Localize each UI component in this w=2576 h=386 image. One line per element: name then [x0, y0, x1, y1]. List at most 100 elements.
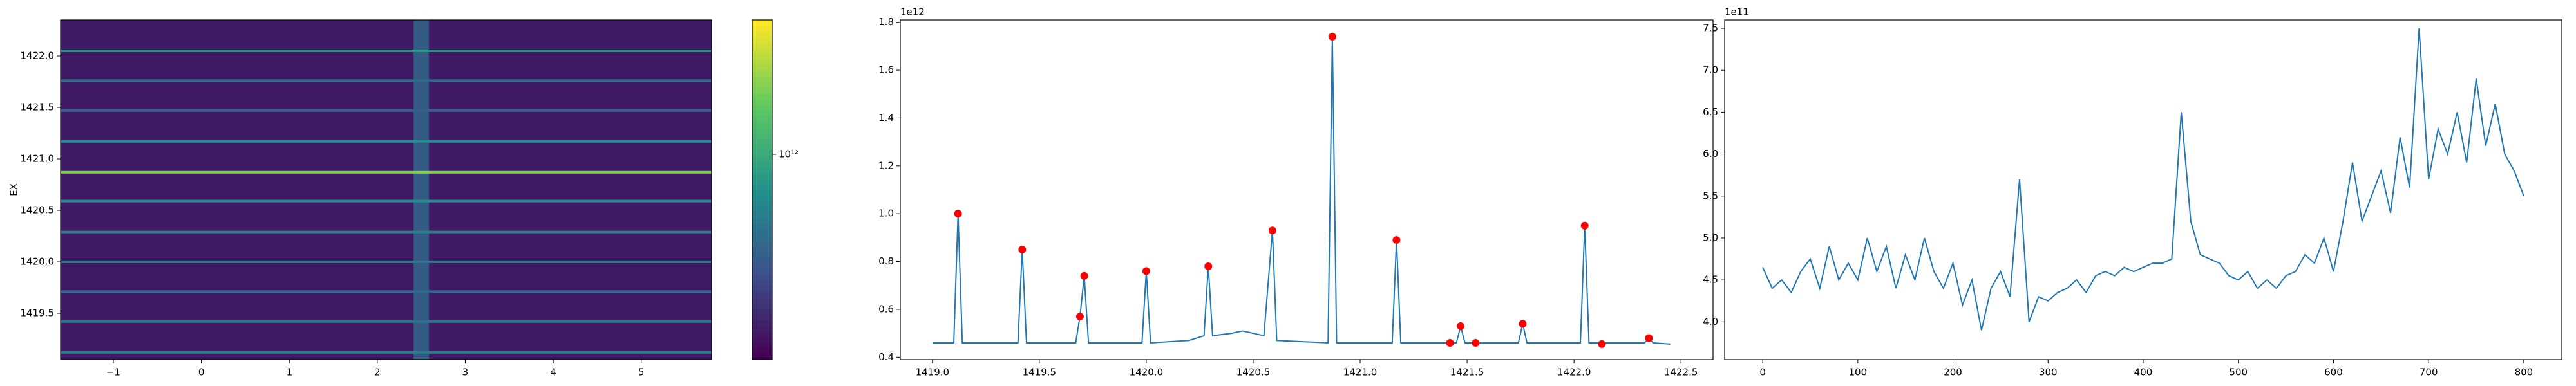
y-tick-label: 1422.0 — [21, 50, 55, 62]
peak-marker — [1142, 267, 1150, 275]
colorbar-segment — [752, 246, 772, 253]
x-tick-label: 0 — [1759, 367, 1766, 378]
colorbar-segment — [752, 82, 772, 89]
colorbar-segment — [752, 42, 772, 49]
y-tick-label: 0.6 — [878, 303, 894, 315]
colorbar-segment — [752, 156, 772, 162]
colorbar-segment — [752, 93, 772, 100]
colorbar-segment — [752, 99, 772, 106]
colorbar-segment — [752, 348, 772, 354]
peak-marker — [1204, 262, 1213, 270]
colorbar-segment — [752, 263, 772, 270]
heatmap-row — [61, 261, 712, 263]
colorbar-segment — [752, 37, 772, 43]
colorbar-segment — [752, 201, 772, 207]
colorbar-segment — [752, 105, 772, 111]
colorbar-segment — [752, 354, 772, 360]
colorbar-segment — [752, 218, 772, 225]
colorbar-segment — [752, 314, 772, 320]
colorbar-segment — [752, 20, 772, 26]
colorbar-segment — [752, 116, 772, 122]
colorbar-segment — [752, 110, 772, 117]
colorbar-segment — [752, 184, 772, 190]
colorbar-segment — [752, 59, 772, 66]
x-tick-label: 2 — [374, 367, 381, 378]
peak-marker — [1328, 33, 1336, 41]
offset-label: 1e12 — [900, 6, 925, 18]
x-tick-label: 0 — [198, 367, 205, 378]
colorbar-segment — [752, 127, 772, 134]
y-tick-label: 5.0 — [1703, 232, 1718, 243]
y-tick-label: 4.5 — [1703, 274, 1718, 286]
peak-marker — [1446, 338, 1454, 347]
colorbar-segment — [752, 195, 772, 202]
y-tick-label: 4.0 — [1703, 316, 1718, 327]
x-tick-label: 700 — [2420, 367, 2438, 378]
x-tick-label: 1420.0 — [1130, 367, 1164, 378]
x-tick-label: 500 — [2229, 367, 2248, 378]
colorbar-segment — [752, 291, 772, 298]
x-tick-label: 800 — [2515, 367, 2533, 378]
colorbar-segment — [752, 207, 772, 213]
x-tick-label: 1422.5 — [1664, 367, 1698, 378]
y-tick-label: 1.8 — [878, 16, 894, 28]
y-tick-label: 1421.5 — [21, 102, 55, 113]
colorbar-segment — [752, 25, 772, 32]
colorbar-segment — [752, 320, 772, 326]
heatmap-row — [61, 351, 712, 354]
peak-marker — [1018, 245, 1027, 253]
colorbar-segment — [752, 77, 772, 83]
x-tick-label: −1 — [106, 367, 120, 378]
peak-marker — [1268, 226, 1276, 235]
colorbar-segment — [752, 241, 772, 247]
y-tick-label: 0.8 — [878, 255, 894, 267]
data-line — [932, 37, 1671, 345]
colorbar-segment — [752, 303, 772, 309]
peak-marker — [1598, 340, 1606, 348]
peak-marker — [1519, 320, 1527, 328]
colorbar-segment — [752, 150, 772, 156]
axes-frame — [60, 19, 712, 360]
colorbar-segment — [752, 144, 772, 151]
colorbar-segment — [752, 31, 772, 37]
axes-frame — [900, 19, 1714, 360]
colorbar-segment — [752, 235, 772, 241]
heatmap-row — [61, 170, 712, 174]
colorbar-segment — [752, 48, 772, 55]
heatmap-row — [61, 50, 712, 52]
heatmap-row — [61, 199, 712, 203]
y-tick-label: 1.4 — [878, 112, 894, 124]
colorbar-segment — [752, 133, 772, 140]
x-tick-label: 1421.0 — [1343, 367, 1378, 378]
y-tick-label: 1420.5 — [21, 205, 55, 216]
x-tick-label: 600 — [2324, 367, 2343, 378]
data-line — [1762, 28, 2524, 331]
colorbar-segment — [752, 53, 772, 60]
y-tick-label: 6.0 — [1703, 148, 1718, 160]
y-tick-label: 1419.5 — [21, 308, 55, 319]
y-tick-label: 1421.0 — [21, 153, 55, 165]
colorbar-segment — [752, 336, 772, 344]
heatmap-row — [61, 79, 712, 82]
colorbar-segment — [752, 280, 772, 287]
x-tick-label: 1419.5 — [1023, 367, 1057, 378]
offset-label: 1e11 — [1725, 6, 1749, 18]
x-tick-label: 1422.0 — [1557, 367, 1591, 378]
colorbar-frame — [752, 19, 773, 360]
colorbar-segment — [752, 331, 772, 338]
colorbar-segment — [752, 65, 772, 71]
y-tick-label: 5.5 — [1703, 190, 1718, 201]
y-tick-label: 1420.0 — [21, 256, 55, 268]
heatmap-background — [61, 20, 712, 360]
heatmap-row — [61, 109, 712, 112]
colorbar-segment — [752, 257, 772, 264]
peak-marker — [1080, 271, 1088, 280]
colorbar-segment — [752, 212, 772, 219]
colorbar-tick-label: 10¹² — [779, 148, 799, 160]
peak-marker — [1580, 221, 1589, 230]
colorbar-segment — [752, 297, 772, 304]
colorbar-segment — [752, 308, 772, 315]
colorbar-segment — [752, 87, 772, 94]
y-tick-label: 1.0 — [878, 208, 894, 219]
